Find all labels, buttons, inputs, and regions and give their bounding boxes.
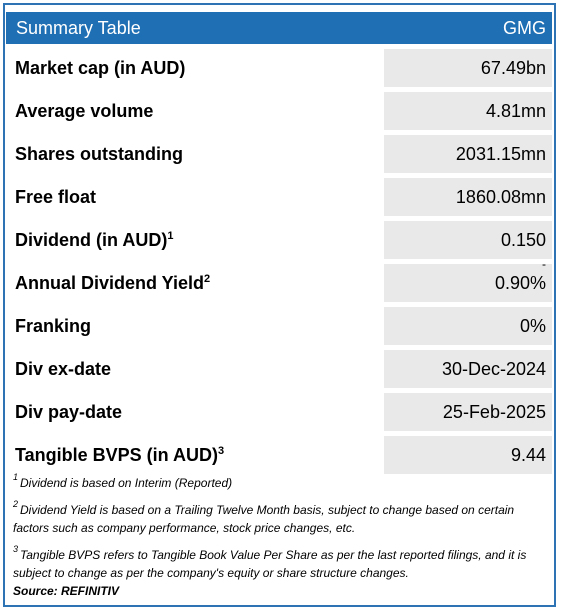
footnote: 3 Tangible BVPS refers to Tangible Book V… bbox=[13, 544, 527, 580]
table-title: Summary Table bbox=[16, 17, 141, 38]
ticker-label: GMG bbox=[503, 17, 546, 38]
row-value: 1860.08mn bbox=[384, 178, 552, 216]
row-value: 25-Feb-2025 bbox=[384, 393, 552, 431]
row-label: Tangible BVPS (in AUD) 3 bbox=[15, 444, 225, 465]
table-row: Div pay-date 25-Feb-2025 bbox=[6, 393, 552, 431]
table-row: Tangible BVPS (in AUD) 3 9.44 bbox=[6, 436, 552, 474]
row-value: 9.44 bbox=[384, 436, 552, 474]
footnote-ref: 2 bbox=[204, 273, 211, 285]
row-label: Shares outstanding bbox=[15, 143, 184, 164]
table-row: Market cap (in AUD) 67.49bn bbox=[6, 49, 552, 87]
row-label: Dividend (in AUD) 1 bbox=[15, 229, 174, 250]
row-label: Franking bbox=[15, 315, 92, 336]
row-label: Market cap (in AUD) bbox=[15, 57, 186, 78]
row-label: Average volume bbox=[15, 100, 154, 121]
row-label: Div ex-date bbox=[15, 358, 112, 379]
row-label: Div pay-date bbox=[15, 401, 123, 422]
row-label: Free float bbox=[15, 186, 97, 207]
footnote-ref: 3 bbox=[218, 445, 225, 457]
table-row: Free float 1860.08mn bbox=[6, 178, 552, 216]
table-row: Average volume 4.81mn bbox=[6, 92, 552, 130]
row-value: 0.150 bbox=[384, 221, 552, 259]
footnote: 1 Dividend is based on Interim (Reported) bbox=[13, 472, 233, 490]
table-row: Dividend (in AUD) 1 0.150 bbox=[6, 221, 552, 259]
footnotes: 1 Dividend is based on Interim (Reported)… bbox=[13, 470, 549, 600]
footnote-ref: 1 bbox=[167, 230, 174, 242]
row-value-cell: - 0.90% bbox=[384, 257, 552, 302]
table-row: Annual Dividend Yield 2 - 0.90% bbox=[6, 257, 552, 302]
row-value: 30-Dec-2024 bbox=[384, 350, 552, 388]
table-row: Div ex-date 30-Dec-2024 bbox=[6, 350, 552, 388]
table-row: Franking 0% bbox=[6, 307, 552, 345]
row-value: 4.81mn bbox=[384, 92, 552, 130]
row-value: 67.49bn bbox=[384, 49, 552, 87]
row-label: Annual Dividend Yield 2 bbox=[15, 272, 211, 293]
row-value: 0.90% bbox=[494, 272, 546, 293]
source-note: Source: REFINITIV bbox=[13, 584, 120, 598]
row-value: 2031.15mn bbox=[384, 135, 552, 173]
footnote: 2 Dividend Yield is based on a Trailing T… bbox=[13, 499, 515, 535]
table-header: Summary Table GMG bbox=[6, 12, 552, 44]
dash-mark: - bbox=[542, 257, 546, 271]
row-value: 0% bbox=[384, 307, 552, 345]
table-row: Shares outstanding 2031.15mn bbox=[6, 135, 552, 173]
